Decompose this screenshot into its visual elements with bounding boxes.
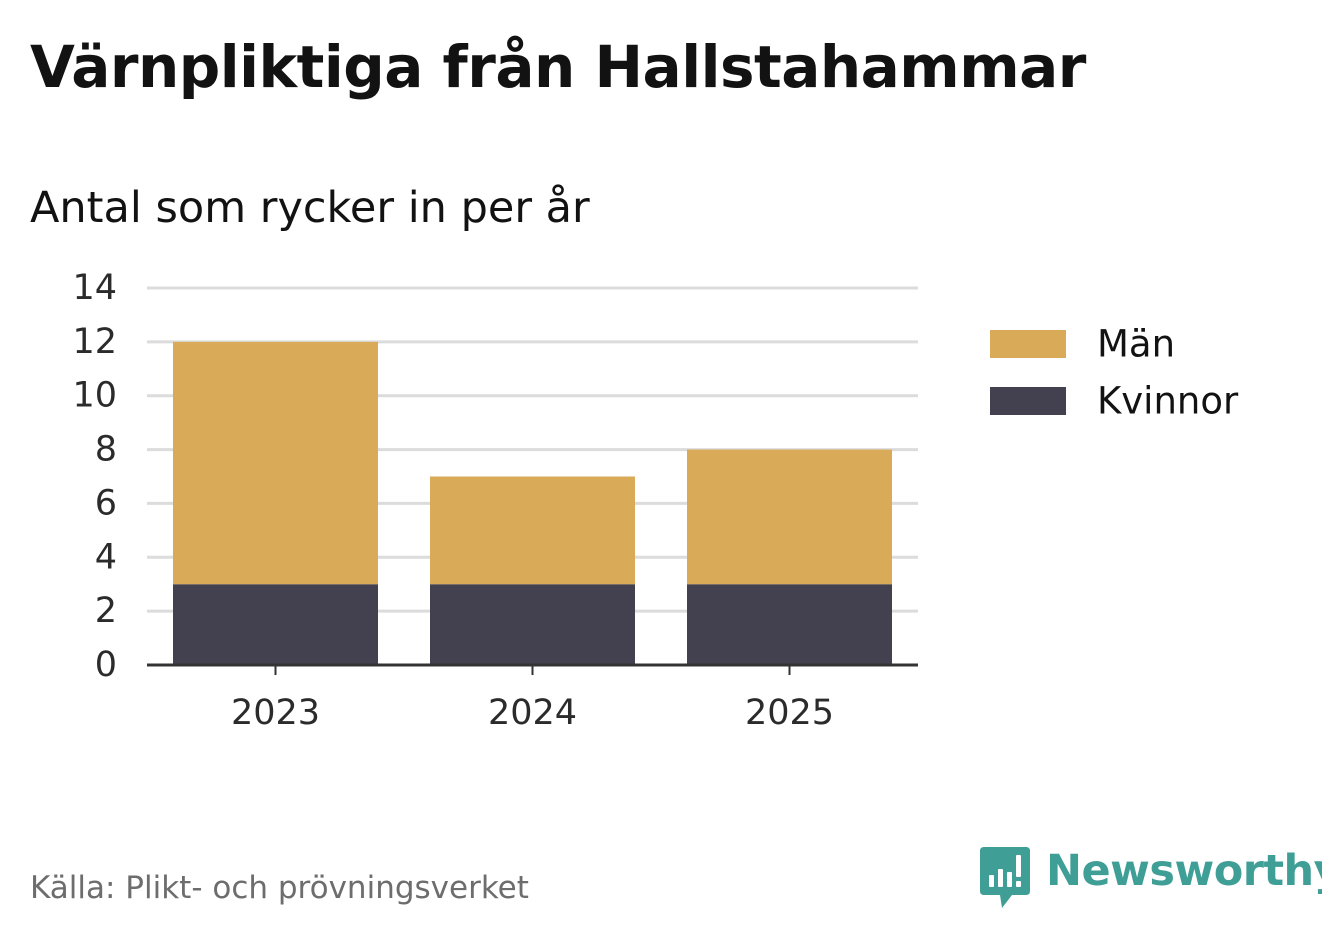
y-tick-label-8: 8 (95, 430, 117, 470)
legend-swatch-mn (990, 330, 1066, 358)
bar-mn-2025 (687, 449, 892, 585)
x-tick-label-2023: 2023 (231, 693, 320, 733)
y-tick-label-10: 10 (72, 376, 117, 416)
newsworthy-logo: Newsworthy (980, 846, 1322, 912)
y-tick-label-0: 0 (95, 645, 117, 685)
y-tick-label-6: 6 (95, 483, 117, 523)
bar-kvinnor-2024 (430, 584, 635, 665)
x-tick-label-2024: 2024 (488, 693, 577, 733)
bar-kvinnor-2025 (687, 584, 892, 665)
bar-kvinnor-2023 (173, 584, 378, 665)
y-tick-label-2: 2 (95, 591, 117, 631)
bars (173, 341, 892, 665)
bar-mn-2023 (173, 341, 378, 585)
chart-subtitle: Antal som rycker in per år (30, 183, 590, 233)
legend-swatch-kvinnor (990, 387, 1066, 415)
bar-mn-2024 (430, 476, 635, 585)
axes: 0 2 4 6 8 10 12 14 2023 2024 2025 (72, 268, 918, 733)
y-tick-label-4: 4 (95, 537, 117, 577)
brand-name: Newsworthy (1046, 846, 1322, 896)
legend-label-kvinnor: Kvinnor (1097, 380, 1239, 423)
chart-title: Värnpliktiga från Hallstahammar (30, 33, 1086, 101)
y-tick-label-12: 12 (72, 322, 117, 362)
legend: Män Kvinnor (990, 323, 1239, 423)
y-tick-label-14: 14 (72, 268, 117, 308)
newsworthy-logo-icon (980, 847, 1030, 908)
legend-label-mn: Män (1097, 323, 1175, 366)
x-tick-label-2025: 2025 (745, 693, 834, 733)
source-note: Källa: Plikt- och prövningsverket (30, 870, 529, 906)
